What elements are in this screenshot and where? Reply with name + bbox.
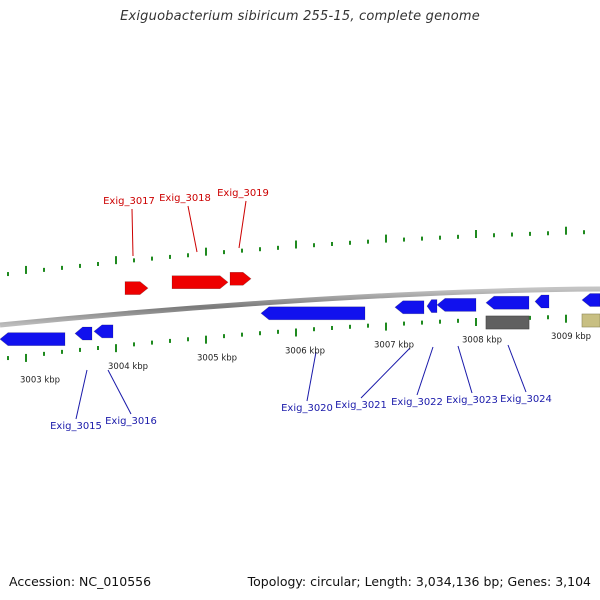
other-feature-box[interactable]	[485, 315, 530, 330]
page-title: Exiguobacterium sibiricum 255-15, comple…	[120, 9, 480, 24]
reverse-gene-arrow[interactable]	[0, 332, 66, 346]
gene-label[interactable]: Exig_3015	[50, 421, 102, 432]
genome-backbone	[0, 286, 600, 328]
scale-labels: 3003 kbp 3004 kbp 3005 kbp 3006 kbp 3007 kbp…	[20, 332, 591, 385]
reverse-gene-arrow[interactable]	[581, 293, 600, 307]
gene-label[interactable]: Exig_3021	[335, 400, 387, 411]
leader-line	[507, 344, 527, 393]
forward-gene-arrow[interactable]	[229, 271, 252, 286]
leader-line	[238, 200, 247, 249]
scale-label: 3008 kbp	[462, 336, 502, 346]
gene-label[interactable]: Exig_3024	[500, 394, 552, 405]
reverse-gene-arrow[interactable]	[436, 298, 477, 312]
scale-label: 3007 kbp	[374, 340, 414, 350]
leader-line	[131, 208, 134, 257]
gene-label[interactable]: Exig_3023	[446, 395, 498, 406]
forward-gene-arrow[interactable]	[171, 275, 229, 290]
other-feature-box[interactable]	[581, 313, 600, 328]
forward-gene-arrow[interactable]	[124, 281, 149, 295]
reverse-gene-arrow[interactable]	[534, 294, 550, 309]
leader-line	[75, 369, 88, 420]
reverse-gene-arrow[interactable]	[260, 306, 366, 321]
leader-line	[306, 351, 317, 402]
leader-line	[416, 346, 434, 396]
feature-track	[0, 271, 600, 346]
reverse-gene-arrow[interactable]	[426, 299, 438, 313]
scale-label: 3005 kbp	[197, 353, 237, 363]
reverse-gene-arrow[interactable]	[485, 295, 530, 310]
reverse-gene-arrow[interactable]	[74, 326, 93, 341]
gene-label[interactable]: Exig_3017	[103, 196, 155, 207]
leader-line	[187, 205, 198, 253]
scale-label: 3003 kbp	[20, 376, 60, 386]
gene-label[interactable]: Exig_3018	[159, 193, 211, 204]
leader-line	[457, 345, 473, 394]
gene-label[interactable]: Exig_3022	[391, 397, 443, 408]
scale-label: 3009 kbp	[551, 332, 591, 342]
genome-summary: Topology: circular; Length: 3,034,136 bp…	[247, 574, 591, 589]
label-leaders	[75, 200, 527, 420]
leader-line	[360, 347, 411, 399]
scale-label: 3006 kbp	[285, 346, 325, 356]
tick-marks	[7, 226, 585, 362]
reverse-gene-arrow[interactable]	[93, 324, 114, 339]
gene-label[interactable]: Exig_3020	[281, 403, 333, 414]
scale-label: 3004 kbp	[108, 362, 148, 372]
leader-line	[107, 369, 132, 415]
accession-label: Accession: NC_010556	[9, 574, 152, 589]
gene-label[interactable]: Exig_3016	[105, 416, 157, 427]
gene-label[interactable]: Exig_3019	[217, 188, 269, 199]
reverse-gene-arrow[interactable]	[394, 300, 425, 315]
